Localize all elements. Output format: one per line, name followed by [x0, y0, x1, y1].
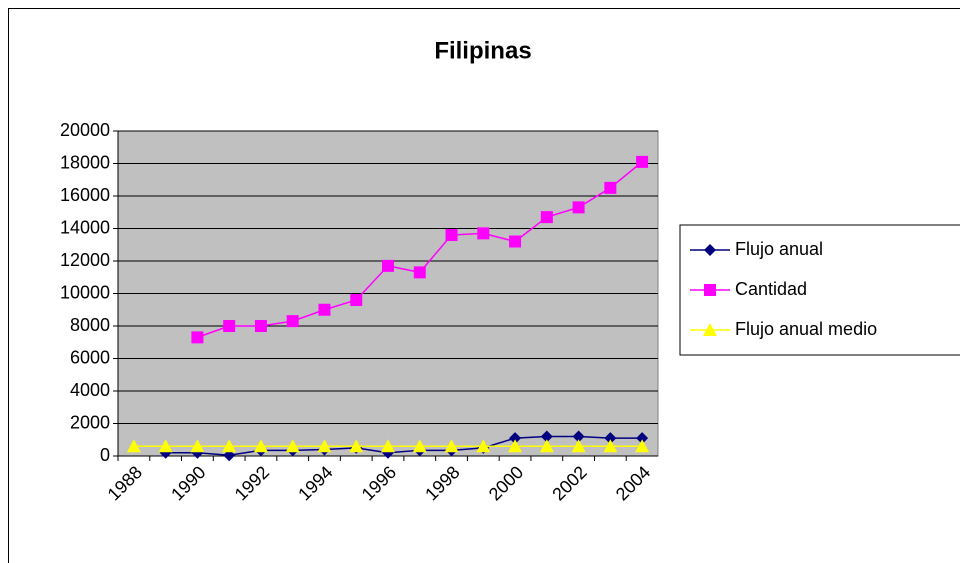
marker [540, 211, 553, 224]
y-tick-label: 12000 [60, 250, 110, 270]
marker [539, 439, 554, 453]
marker [572, 201, 585, 214]
marker [635, 439, 650, 453]
marker [285, 439, 300, 453]
y-tick-label: 14000 [60, 217, 110, 237]
marker [350, 294, 363, 306]
legend-label: Cantidad [735, 279, 807, 299]
marker [286, 315, 299, 328]
marker [191, 331, 204, 344]
marker [703, 323, 717, 336]
marker [603, 439, 618, 453]
marker [190, 439, 205, 453]
marker [382, 259, 394, 272]
y-tick-label: 8000 [70, 315, 110, 335]
marker [509, 432, 522, 445]
marker [413, 266, 426, 279]
marker [636, 155, 649, 168]
marker [444, 439, 459, 453]
marker [571, 439, 586, 453]
marker [253, 439, 268, 453]
marker [572, 430, 585, 443]
chart-title: Filipinas [434, 37, 531, 64]
marker [509, 235, 522, 248]
legend-label: Flujo anual medio [735, 319, 877, 339]
marker [381, 439, 395, 453]
marker [508, 439, 523, 453]
marker [349, 439, 364, 453]
marker [704, 244, 716, 256]
marker [412, 439, 427, 453]
marker [222, 439, 237, 453]
marker [254, 320, 267, 332]
marker [318, 303, 331, 316]
marker [317, 439, 332, 453]
marker [476, 439, 491, 453]
marker [540, 430, 553, 443]
marker [477, 227, 490, 240]
y-tick-label: 0 [100, 445, 110, 465]
marker [126, 439, 141, 453]
marker [604, 432, 617, 445]
y-tick-label: 20000 [60, 120, 110, 140]
y-tick-label: 16000 [60, 185, 110, 205]
y-tick-label: 2000 [70, 412, 110, 432]
marker [223, 320, 236, 332]
y-tick-label: 10000 [60, 282, 110, 302]
marker [445, 229, 458, 241]
y-tick-label: 6000 [70, 347, 110, 367]
y-tick-label: 18000 [60, 152, 110, 172]
series-line [165, 435, 643, 456]
marker [636, 432, 649, 445]
marker [604, 181, 617, 194]
marker [158, 439, 173, 453]
marker [704, 284, 716, 296]
legend-label: Flujo anual [735, 239, 823, 259]
y-tick-label: 4000 [70, 380, 110, 400]
